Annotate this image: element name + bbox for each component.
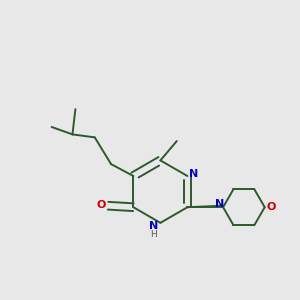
Text: O: O <box>267 202 276 212</box>
Text: O: O <box>97 200 106 210</box>
Text: N: N <box>215 199 224 209</box>
Text: H: H <box>151 230 157 238</box>
Text: N: N <box>149 221 158 231</box>
Text: N: N <box>189 169 199 178</box>
